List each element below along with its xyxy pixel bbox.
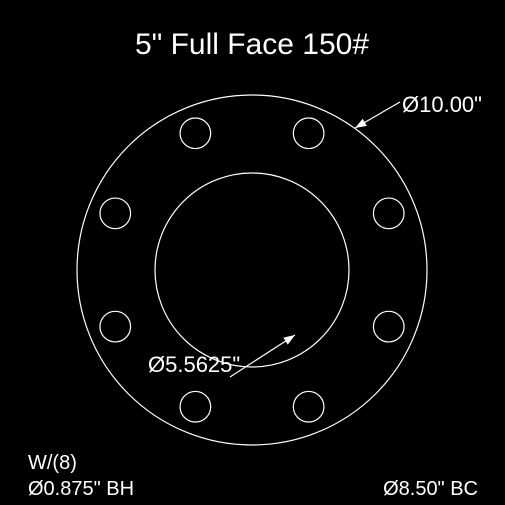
flange-diagram: 5" Full Face 150# Ø10.00" Ø5.5625" W/(8)…: [0, 0, 505, 505]
bolt-hole-diameter-label: Ø0.875" BH: [28, 478, 134, 501]
bolt-circle-label: Ø8.50" BC: [383, 478, 478, 501]
outer-diameter-label: Ø10.00": [402, 92, 482, 118]
bolt-hole-count-label: W/(8): [28, 452, 77, 475]
flange-svg: [0, 0, 505, 505]
diagram-title: 5" Full Face 150#: [135, 28, 369, 62]
inner-diameter-label: Ø5.5625": [148, 352, 240, 378]
